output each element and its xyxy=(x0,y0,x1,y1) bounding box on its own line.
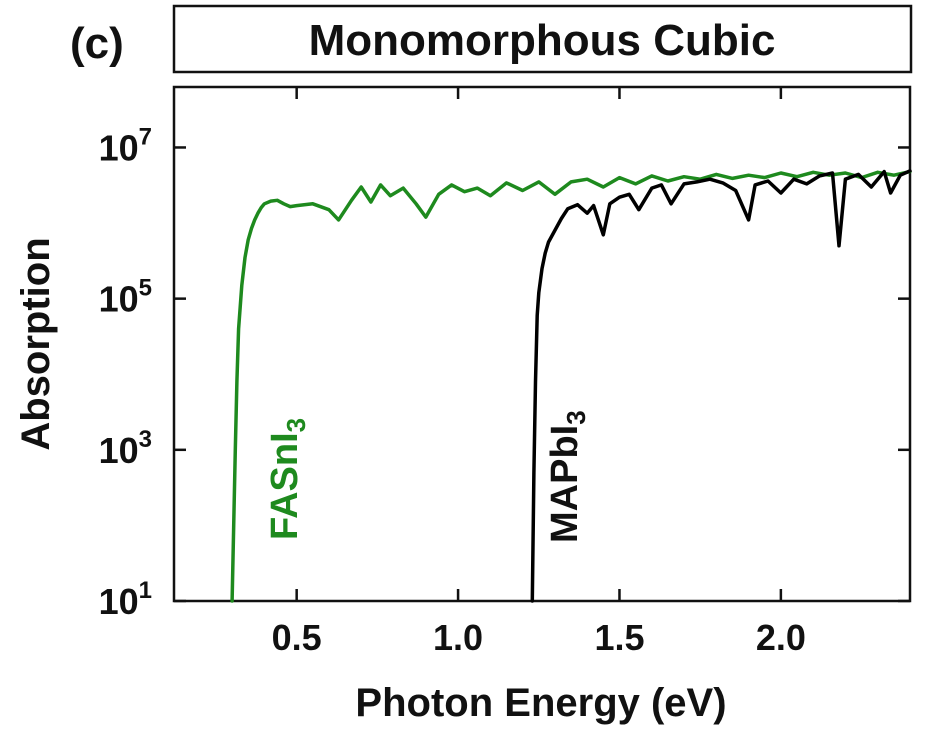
y-tick-label-0: 101 xyxy=(99,577,152,622)
y-tick-label-2: 105 xyxy=(99,275,152,320)
series-line-1 xyxy=(530,169,912,603)
y-axis-label: Absorption xyxy=(14,237,58,450)
x-axis-label: Photon Energy (eV) xyxy=(355,681,726,725)
axis-ticks xyxy=(174,87,910,603)
y-tick-label-1: 103 xyxy=(99,426,152,471)
y-tick-label-3: 107 xyxy=(99,123,152,168)
y-tick-labels: 101 103 105 107 xyxy=(99,123,152,622)
x-tick-label-1: 1.0 xyxy=(433,617,483,658)
title-box xyxy=(172,4,913,74)
series-label-mapbi3: MAPbI3 xyxy=(544,410,591,543)
x-tick-label-2: 1.5 xyxy=(594,617,644,658)
series-line-0 xyxy=(230,169,912,603)
x-tick-label-3: 2.0 xyxy=(756,617,806,658)
panel-label: (c) xyxy=(70,19,124,68)
x-tick-label-0: 0.5 xyxy=(272,617,322,658)
plot-area xyxy=(172,85,912,603)
series-label-fasni3: FASnI3 xyxy=(264,418,311,540)
chart-title: Monomorphous Cubic xyxy=(309,16,776,65)
series-layer xyxy=(230,169,912,603)
x-tick-labels: 0.5 1.0 1.5 2.0 xyxy=(272,617,806,658)
